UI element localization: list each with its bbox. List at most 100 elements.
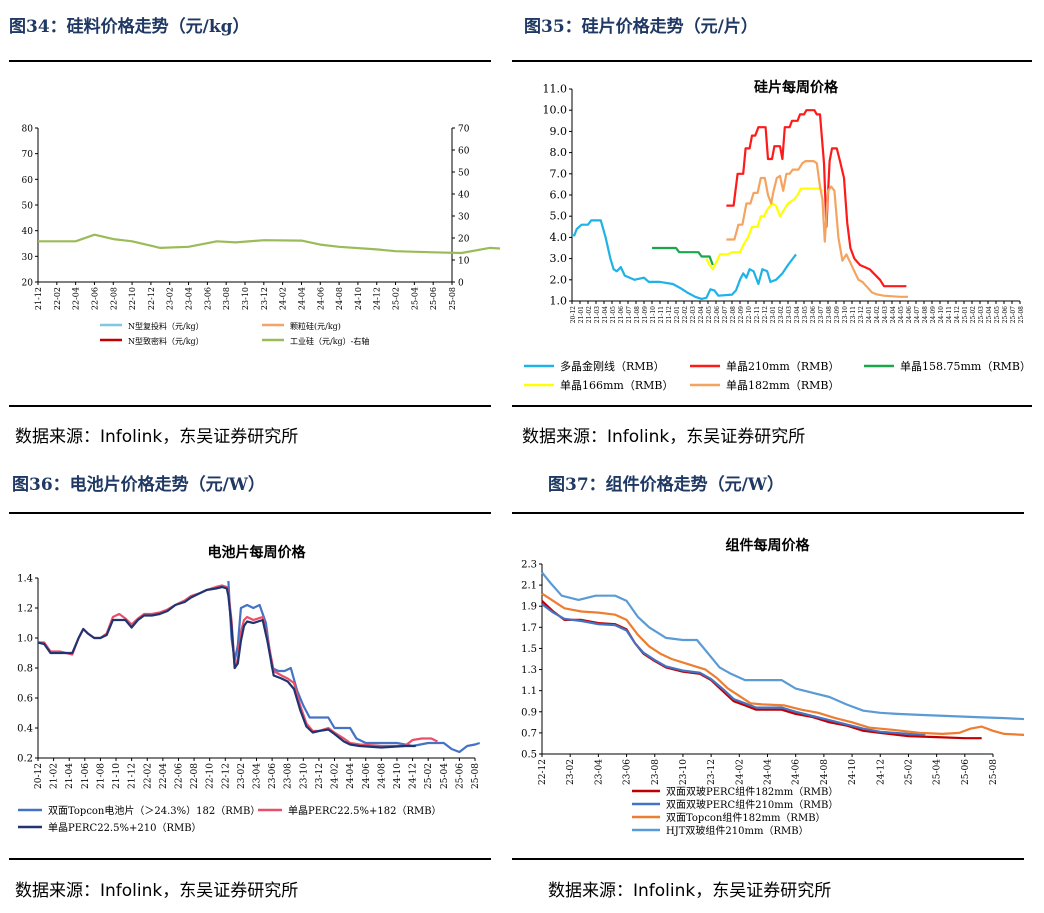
figure-35-top-rule [512,60,1032,62]
chart-title: 组件每周价格 [726,537,811,554]
chart-title: 硅片每周价格 [754,79,839,96]
series-line-3 [541,571,1024,721]
figure-36-caption: 电池片价格走势（元/W） [69,475,265,495]
x-tick-label: 22-03 [690,306,697,323]
y-tick-label: 3.0 [550,252,568,265]
x-tick-label: 23-07 [818,306,825,323]
x-tick-label: 22-11 [754,306,761,323]
figure-35-caption: 硅片价格走势（元/片） [581,17,758,37]
y-tick-label: 1.2 [17,604,33,615]
x-tick-label: 23-10 [241,287,250,310]
module-weekly-price-chart: 组件每周价格 0.5 0.7 0.9 1.1 1.3 1.5 1.7 1.9 2.1 2.3 22-1… [521,537,1024,837]
x-tick-label: 25-06 [1002,306,1009,323]
y-tick-label: 1.0 [550,295,568,308]
figure-36-title: 图36：电池片价格走势（元/W） [12,470,265,495]
y-tick-label: 0.9 [521,707,537,718]
series-line-2 [541,592,1024,736]
x-tick-label: 25-08 [989,759,999,785]
x-tick-label: 23-10 [299,763,309,789]
x-tick-label: 24-08 [820,759,830,785]
series-line-0 [227,580,481,754]
x-tick-label: 21-12 [666,306,673,323]
y-tick-label: 50 [22,202,34,212]
x-tick-label: 23-02 [778,306,785,323]
x-tick-label: 25-08 [448,287,457,310]
x-tick-label: 24-08 [377,763,387,789]
x-tick-label: 23-01 [770,306,777,323]
figure-37-caption: 组件价格走势（元/W） [605,475,784,495]
x-tick-label: 25-02 [904,759,914,785]
figure-34-bottom-rule [9,405,491,407]
y-tick-label: 5.0 [550,210,568,223]
legend-label: HJT双玻组件210mm（RMB） [666,824,809,837]
x-tick-label: 24-01 [866,306,873,323]
y-tick-label: 9.0 [550,125,568,138]
y-tick-label: 20 [22,279,34,289]
y-tick-label: 0.8 [17,664,33,675]
x-tick-label: 21-12 [34,287,43,310]
x-tick-label: 25-03 [978,306,985,323]
x-tick-label: 23-02 [566,759,576,785]
x-tick-label: 21-06 [618,306,625,323]
legend-label: N型致密料（元/kg） [128,336,204,346]
legend-label: 颗粒硅(元/kg) [290,321,341,331]
x-tick-label: 24-05 [898,306,905,323]
legend-label: 单晶210mm（RMB） [726,360,840,373]
figure-37-bottom-rule [512,858,1024,860]
x-tick-label: 23-02 [237,763,247,789]
y-tick-label: 1.7 [521,623,537,634]
x-tick-label: 23-04 [794,306,801,323]
y2-tick-label: 50 [458,169,470,179]
x-tick-label: 25-02 [392,287,401,310]
figure-35-source: 数据来源：Infolink，东吴证券研究所 [522,427,806,447]
x-tick-label: 22-04 [698,306,705,323]
series-line-0 [541,600,982,740]
x-tick-label: 23-08 [222,287,231,310]
x-tick-label: 22-06 [90,287,99,310]
x-tick-label: 24-12 [373,287,382,310]
x-tick-label: 23-06 [623,759,633,785]
x-tick-label: 23-11 [850,306,857,323]
series-line-1 [726,109,907,288]
legend-label: 单晶158.75mm（RMB） [900,360,1031,373]
figure-35-label: 图35： [524,17,582,37]
x-tick-label: 22-12 [538,759,548,785]
x-tick-label: 25-06 [429,287,438,310]
y-tick-label: 1.0 [17,634,33,645]
x-tick-label: 22-02 [53,287,62,310]
x-tick-label: 24-06 [362,763,372,789]
x-tick-label: 21-04 [602,306,609,323]
x-tick-label: 20-12 [570,306,577,323]
x-tick-label: 22-10 [746,306,753,323]
y-tick-label: 1.4 [17,574,33,585]
x-tick-label: 25-04 [986,306,993,323]
y-tick-label: 2.1 [521,581,537,592]
x-tick-label: 22-04 [159,763,169,789]
y-tick-label: 7.0 [550,167,568,180]
x-tick-label: 21-10 [112,763,122,789]
series-line-2 [37,585,416,749]
y2-tick-label: 70 [458,125,470,135]
x-tick-label: 21-08 [634,306,641,323]
x-tick-label: 21-01 [578,306,585,323]
x-tick-label: 24-10 [848,759,858,785]
x-tick-label: 23-04 [185,287,194,310]
legend-label: N型复投料（元/kg） [128,321,204,331]
x-tick-label: 21-10 [650,306,657,323]
y-tick-label: 0.2 [17,754,33,765]
figure-36-label: 图36： [12,475,70,495]
legend-label: 工业硅（元/kg）-右轴 [290,336,369,346]
x-tick-label: 24-12 [954,306,961,323]
x-tick-label: 22-09 [738,306,745,323]
x-tick-label: 24-03 [882,306,889,323]
chart-title: 电池片每周价格 [208,544,307,561]
figure-37-title: 图37：组件价格走势（元/W） [548,470,784,495]
x-tick-label: 21-09 [642,306,649,323]
x-tick-label: 25-06 [455,763,465,789]
figure-36-top-rule [9,512,491,514]
x-tick-label: 23-12 [858,306,865,323]
legend-label: 双面Topcon组件182mm（RMB） [666,811,826,824]
series-line-4 [726,159,908,298]
x-tick-label: 24-07 [914,306,921,323]
x-tick-label: 25-04 [440,763,450,789]
